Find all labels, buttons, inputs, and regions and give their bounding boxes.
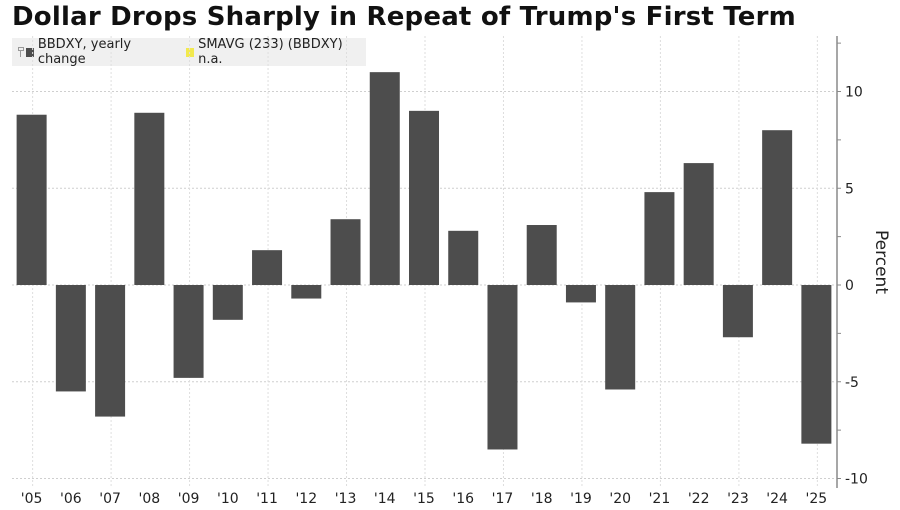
x-tick-label: '07 — [99, 491, 121, 507]
bar-16[interactable] — [448, 230, 479, 285]
y-tick-label: 5 — [845, 181, 854, 197]
y-tick-label: -5 — [845, 375, 859, 391]
x-tick-label: '18 — [531, 491, 553, 507]
bar-10[interactable] — [212, 285, 243, 320]
chart-title: Dollar Drops Sharply in Repeat of Trump'… — [12, 2, 796, 32]
legend-label-smavg: SMAVG (233) (BBDXY) n.a. — [198, 37, 343, 67]
y-tick-label: -10 — [845, 472, 868, 488]
x-tick-label: '14 — [374, 491, 396, 507]
bar-14[interactable] — [369, 72, 400, 286]
x-tick-label: '23 — [727, 491, 749, 507]
legend-label-bbdxy: BBDXY, yearly change — [37, 37, 132, 67]
bar-20[interactable] — [605, 285, 636, 390]
x-tick-label: '13 — [335, 491, 357, 507]
x-tick-label: '21 — [649, 491, 671, 507]
bar-23[interactable] — [722, 285, 753, 338]
legend: BBDXY, yearly change SMAVG (233) (BBDXY)… — [12, 37, 366, 67]
y-tick-label: 10 — [845, 85, 863, 101]
bar-25[interactable] — [801, 285, 832, 444]
legend-swatch-bbdxy — [25, 47, 34, 57]
x-axis: '05 '06 '07 '08 '09 '10 '11 '12 '13 '14 '15 '16 '17 '… — [21, 491, 827, 507]
x-tick-label: '11 — [256, 491, 278, 507]
x-tick-label: '09 — [178, 491, 200, 507]
bar-15[interactable] — [409, 110, 439, 285]
pin-icon — [18, 47, 24, 57]
y-axis-title: Percent — [871, 230, 891, 294]
bar-13[interactable] — [330, 219, 361, 285]
x-tick-label: '20 — [609, 491, 631, 507]
y-axis: 10 5 0 -5 -10 — [836, 36, 868, 488]
x-tick-label: '16 — [452, 491, 474, 507]
x-tick-label: '05 — [21, 491, 43, 507]
x-tick-label: '10 — [217, 491, 239, 507]
bar-06[interactable] — [55, 285, 86, 392]
x-tick-label: '22 — [688, 491, 710, 507]
legend-item-bbdxy[interactable]: BBDXY, yearly change — [18, 37, 172, 67]
bar-19[interactable] — [565, 285, 596, 303]
bar-07[interactable] — [95, 285, 126, 417]
bar-22[interactable] — [683, 163, 714, 285]
bar-24[interactable] — [762, 130, 793, 285]
bars — [16, 72, 832, 450]
x-tick-label: '25 — [806, 491, 828, 507]
bar-08[interactable] — [134, 112, 165, 285]
x-tick-label: '15 — [413, 491, 435, 507]
x-tick-label: '08 — [138, 491, 160, 507]
bar-18[interactable] — [526, 225, 557, 285]
y-tick-label: 0 — [845, 278, 854, 294]
bar-21[interactable] — [644, 192, 675, 285]
x-tick-label: '12 — [295, 491, 317, 507]
bar-09[interactable] — [173, 285, 204, 378]
x-tick-label: '06 — [60, 491, 82, 507]
x-tick-label: '19 — [570, 491, 592, 507]
bar-12[interactable] — [291, 285, 322, 299]
bar-17[interactable] — [487, 285, 518, 450]
bar-11[interactable] — [252, 250, 283, 285]
bar-05[interactable] — [16, 114, 47, 285]
x-tick-label: '17 — [492, 491, 514, 507]
x-tick-label: '24 — [766, 491, 788, 507]
